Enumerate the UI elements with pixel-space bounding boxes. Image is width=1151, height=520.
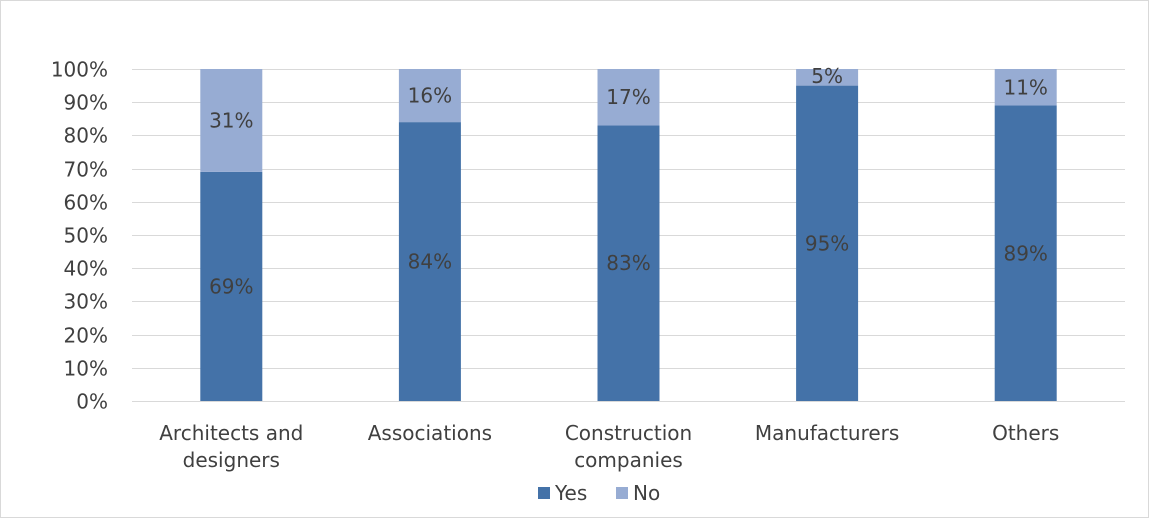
bar-yes-2 (597, 125, 660, 401)
x-category-label: Architects and (159, 421, 303, 445)
bar-yes-1 (398, 122, 461, 402)
y-tick-label: 50% (64, 224, 108, 248)
y-tick-label: 60% (64, 191, 108, 215)
y-tick-label: 90% (64, 91, 108, 115)
x-category-label: designers (183, 448, 280, 472)
data-label-no: 5% (811, 64, 843, 88)
bar-no-4 (994, 69, 1057, 106)
y-tick-label: 40% (64, 257, 108, 281)
data-label-no: 31% (209, 108, 253, 132)
legend: Yes No (538, 481, 660, 505)
bar-yes-4 (994, 105, 1057, 402)
bar-yes-3 (796, 85, 859, 401)
x-category-label: Others (992, 421, 1059, 445)
x-category-label: Associations (368, 421, 492, 445)
legend-swatch-no (616, 487, 628, 499)
data-label-yes: 89% (1003, 241, 1047, 265)
data-label-no: 16% (408, 84, 452, 108)
legend-label-yes: Yes (554, 481, 587, 505)
bar-no-0 (200, 69, 263, 172)
y-tick-label: 80% (64, 124, 108, 148)
y-axis: 0% 10% 20% 30% 40% 50% 60% 70% 80% 90% 100% (51, 58, 108, 414)
x-axis: Architects and designers Associations Const… (132, 401, 1125, 472)
y-tick-label: 0% (76, 390, 108, 414)
data-label-no: 17% (606, 85, 650, 109)
x-category-label: companies (574, 448, 683, 472)
x-category-label: Manufacturers (755, 421, 899, 445)
data-label-yes: 84% (408, 250, 452, 274)
y-tick-label: 70% (64, 158, 108, 182)
data-label-no: 11% (1003, 75, 1047, 99)
y-tick-label: 10% (64, 357, 108, 381)
x-category-label: Construction (565, 421, 692, 445)
y-tick-label: 30% (64, 290, 108, 314)
data-label-yes: 69% (209, 274, 253, 298)
y-tick-label: 100% (51, 58, 108, 82)
data-labels: 69% 31% 84% 16% 83% 17% 95% 5% 89% 11% (209, 64, 1048, 298)
bar-no-3 (796, 69, 859, 86)
bar-no-1 (398, 69, 461, 123)
y-tick-label: 20% (64, 324, 108, 348)
legend-swatch-yes (538, 487, 550, 499)
bar-yes-0 (200, 171, 263, 401)
legend-label-no: No (633, 481, 660, 505)
bars (200, 69, 1057, 402)
data-label-yes: 83% (606, 251, 650, 275)
data-label-yes: 95% (805, 231, 849, 255)
bar-no-2 (597, 69, 660, 126)
